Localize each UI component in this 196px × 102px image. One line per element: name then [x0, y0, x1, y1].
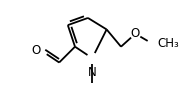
Text: O: O: [31, 44, 41, 58]
Text: CH₃: CH₃: [157, 37, 179, 50]
Text: O: O: [131, 27, 140, 40]
Text: N: N: [88, 66, 97, 79]
